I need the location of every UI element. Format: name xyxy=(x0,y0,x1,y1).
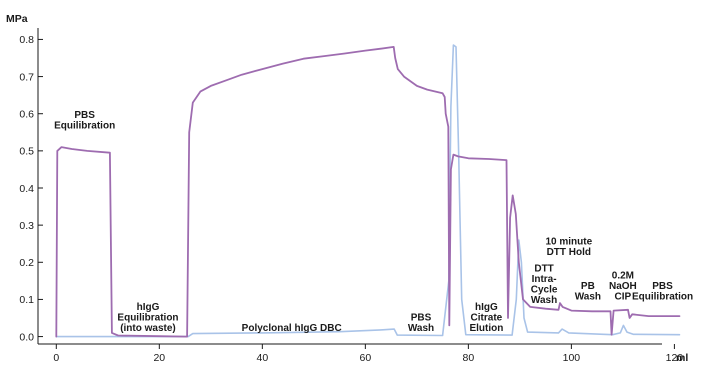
phase-label: 10 minute DTT Hold xyxy=(545,236,592,258)
phase-label: Polyclonal hIgG DBC xyxy=(242,323,342,334)
y-tick-label: 0.0 xyxy=(19,331,34,343)
y-tick-label: 0.4 xyxy=(19,183,34,195)
y-tick-label: 0.2 xyxy=(19,257,34,269)
x-tick-label: 120 xyxy=(666,352,684,364)
x-tick-label: 40 xyxy=(256,352,268,364)
x-tick-label: 0 xyxy=(53,352,59,364)
annotation-layer: PBS Equilibration hIgG Equilibration (into w… xyxy=(54,110,693,334)
phase-label: PBS Equilibration xyxy=(54,110,115,132)
y-tick-label: 0.5 xyxy=(19,146,34,158)
series-line xyxy=(55,46,681,338)
y-tick-label: 0.8 xyxy=(19,34,34,46)
phase-label: hIgG Equilibration (into waste) xyxy=(117,302,178,334)
series-line xyxy=(55,44,681,338)
phase-label: hIgG Citrate Elution xyxy=(469,302,503,334)
phase-label: DTT Intra-Cycle Wash xyxy=(531,264,558,307)
series-layer xyxy=(55,44,681,338)
x-tick-label: 20 xyxy=(153,352,165,364)
phase-label: PBS Equilibration xyxy=(632,281,693,303)
y-axis-group: MPa 0.0 0.1 0.2 0.3 0.4 0.5 0.6 0.7 0.8 xyxy=(6,13,43,344)
x-unit-label: ml xyxy=(676,352,688,364)
y-tick-label: 0.6 xyxy=(19,109,34,121)
phase-label: PB Wash xyxy=(575,281,601,303)
y-ticks: 0.0 0.1 0.2 0.3 0.4 0.5 0.6 0.7 0.8 xyxy=(19,34,43,343)
y-tick-label: 0.1 xyxy=(19,294,34,306)
y-tick-label: 0.7 xyxy=(19,71,34,83)
x-tick-label: 80 xyxy=(463,352,475,364)
phase-label: 0.2M NaOH CIP xyxy=(609,270,637,302)
x-tick-label: 60 xyxy=(360,352,372,364)
x-tick-label: 100 xyxy=(563,352,581,364)
y-tick-label: 0.3 xyxy=(19,220,34,232)
phase-label: PBS Wash xyxy=(408,313,434,335)
x-axis-group: ml 0 20 40 60 80 100 120 xyxy=(38,343,688,364)
y-unit-label: MPa xyxy=(6,13,28,25)
x-ticks: 0 20 40 60 80 100 120 xyxy=(53,344,683,364)
